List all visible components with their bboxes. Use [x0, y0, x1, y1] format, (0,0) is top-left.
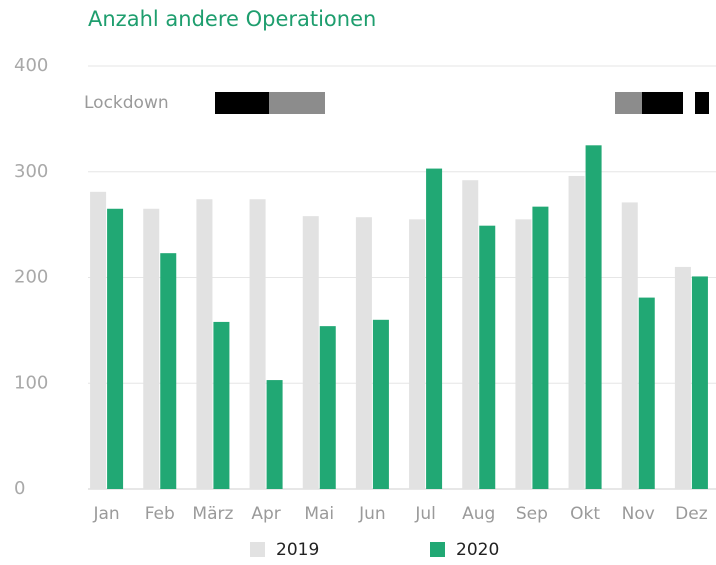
bar	[355, 217, 372, 489]
lockdown-period	[695, 92, 709, 114]
bar	[319, 326, 336, 489]
y-tick-label: 100	[14, 372, 48, 393]
bar	[302, 216, 319, 490]
legend-label: 2019	[276, 540, 319, 560]
x-tick-label: Aug	[462, 504, 495, 524]
chart-title: Anzahl andere Operationen	[88, 7, 376, 31]
x-tick-label: Mai	[304, 504, 334, 524]
x-tick-label: Nov	[622, 504, 655, 524]
bar	[515, 219, 532, 489]
annotation: Lockdown	[84, 93, 169, 113]
legend-swatch	[430, 542, 445, 557]
x-tick-label: Dez	[675, 504, 708, 524]
x-tick-label: Sep	[516, 504, 548, 524]
y-tick-label: 0	[14, 478, 25, 499]
bar	[674, 266, 691, 489]
legend-label: 2020	[456, 540, 499, 560]
bar	[90, 191, 107, 489]
lockdown-period	[615, 92, 642, 114]
x-tick-label: Jun	[358, 504, 386, 524]
x-tick-label: März	[192, 504, 233, 524]
bar	[160, 253, 177, 489]
bar	[532, 206, 549, 489]
x-tick-label: Jan	[92, 504, 119, 524]
lockdown-period	[215, 92, 269, 114]
bar	[691, 276, 708, 489]
y-tick-label: 200	[14, 267, 48, 288]
y-tick-label: 300	[14, 161, 48, 182]
bar	[568, 175, 585, 490]
bar	[585, 145, 602, 489]
bar	[638, 297, 655, 489]
x-tick-label: Okt	[570, 504, 600, 524]
legend-swatch	[250, 542, 265, 557]
x-tick-label: Feb	[145, 504, 175, 524]
lockdown-period	[642, 92, 683, 114]
bar	[213, 321, 230, 489]
bar	[621, 202, 638, 490]
bar	[196, 199, 213, 489]
bar	[143, 208, 160, 489]
bar	[249, 199, 266, 489]
y-tick-label: 400	[14, 55, 48, 76]
bar	[372, 319, 389, 489]
lockdown-timeline	[215, 92, 709, 114]
lockdown-period	[269, 92, 325, 114]
bar	[107, 208, 124, 489]
x-tick-label: Apr	[251, 504, 280, 524]
bar	[426, 168, 443, 489]
bar	[266, 380, 283, 489]
x-tick-label: Jul	[414, 504, 436, 524]
bar	[409, 219, 426, 489]
bar	[479, 225, 496, 489]
bar	[462, 180, 479, 489]
